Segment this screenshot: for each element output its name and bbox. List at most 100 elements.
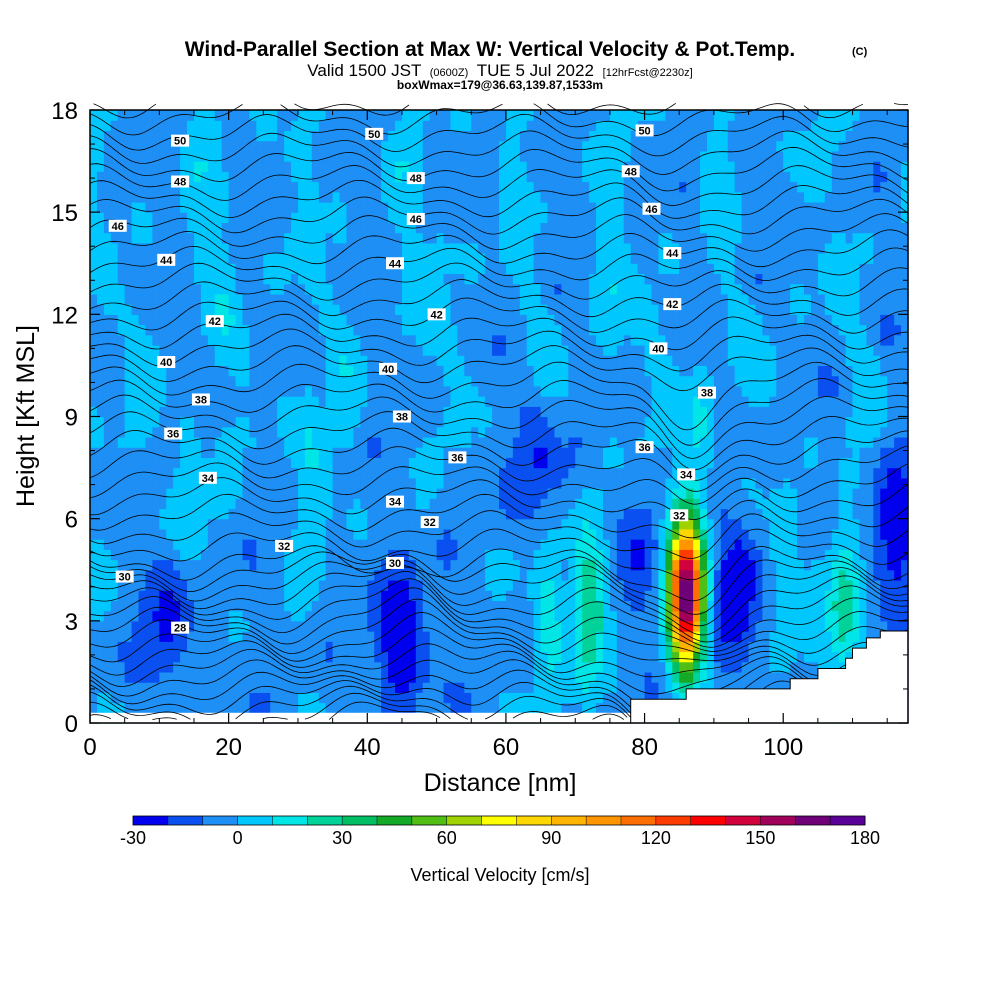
- velocity-cell: [450, 702, 458, 714]
- velocity-cell: [173, 304, 181, 315]
- velocity-cell: [311, 181, 320, 193]
- velocity-cell: [207, 304, 216, 315]
- velocity-cell: [568, 161, 576, 172]
- velocity-cell: [291, 641, 299, 653]
- velocity-cell: [478, 426, 486, 438]
- velocity-cell: [609, 334, 618, 346]
- velocity-cell: [145, 518, 153, 530]
- velocity-cell: [554, 253, 562, 264]
- velocity-cell: [360, 426, 368, 438]
- velocity-cell: [429, 498, 438, 510]
- velocity-cell: [200, 120, 209, 132]
- velocity-cell: [401, 426, 410, 438]
- velocity-cell: [131, 365, 140, 377]
- velocity-cell: [117, 355, 126, 367]
- velocity-cell: [596, 406, 604, 418]
- velocity-cell: [422, 590, 431, 601]
- velocity-cell: [492, 671, 500, 683]
- velocity-cell: [422, 324, 431, 336]
- velocity-cell: [138, 651, 147, 663]
- velocity-cell: [575, 150, 583, 162]
- velocity-cell: [616, 620, 625, 632]
- velocity-cell: [159, 426, 167, 438]
- velocity-cell: [582, 171, 590, 183]
- velocity-cell: [291, 539, 299, 550]
- velocity-cell: [381, 396, 389, 407]
- velocity-cell: [450, 518, 458, 530]
- velocity-cell: [658, 283, 666, 295]
- velocity-cell: [367, 447, 375, 458]
- velocity-cell: [616, 385, 625, 397]
- velocity-cell: [575, 304, 583, 315]
- velocity-cell: [339, 488, 348, 499]
- velocity-cell: [187, 171, 195, 183]
- velocity-cell: [131, 447, 140, 458]
- velocity-cell: [547, 375, 556, 387]
- velocity-cell: [242, 590, 251, 601]
- velocity-cell: [187, 569, 195, 581]
- velocity-cell: [249, 212, 257, 223]
- velocity-cell: [207, 334, 216, 346]
- velocity-cell: [395, 651, 403, 663]
- velocity-cell: [374, 651, 382, 663]
- velocity-cell: [464, 150, 472, 162]
- velocity-cell: [436, 426, 445, 438]
- velocity-cell: [374, 600, 382, 612]
- velocity-cell: [159, 314, 167, 326]
- velocity-cell: [332, 150, 341, 162]
- velocity-cell: [367, 610, 375, 622]
- velocity-cell: [381, 222, 389, 234]
- velocity-cell: [193, 110, 202, 121]
- velocity-cell: [180, 263, 188, 275]
- velocity-cell: [505, 528, 514, 540]
- velocity-cell: [471, 539, 479, 550]
- velocity-cell: [644, 539, 653, 550]
- velocity-cell: [159, 518, 167, 530]
- velocity-cell: [492, 130, 500, 142]
- velocity-cell: [187, 355, 195, 367]
- velocity-cell: [492, 293, 500, 305]
- velocity-cell: [540, 539, 549, 550]
- velocity-cell: [443, 334, 452, 346]
- velocity-cell: [457, 344, 465, 356]
- velocity-cell: [367, 212, 375, 223]
- velocity-cell: [401, 436, 410, 448]
- velocity-cell: [200, 355, 209, 367]
- velocity-cell: [499, 355, 507, 367]
- velocity-cell: [284, 222, 292, 234]
- velocity-cell: [519, 579, 528, 591]
- velocity-cell: [360, 559, 368, 571]
- velocity-cell: [651, 365, 660, 377]
- velocity-cell: [388, 416, 396, 428]
- velocity-cell: [138, 232, 147, 244]
- velocity-cell: [596, 671, 604, 683]
- velocity-cell: [166, 304, 174, 315]
- velocity-cell: [519, 212, 528, 223]
- velocity-cell: [464, 631, 472, 642]
- velocity-cell: [415, 232, 424, 244]
- velocity-cell: [422, 171, 431, 183]
- velocity-cell: [166, 406, 174, 418]
- velocity-cell: [110, 559, 119, 571]
- velocity-cell: [193, 212, 202, 223]
- velocity-cell: [284, 283, 292, 295]
- velocity-cell: [464, 304, 472, 315]
- velocity-cell: [311, 579, 320, 591]
- velocity-cell: [602, 232, 611, 244]
- velocity-cell: [575, 590, 583, 601]
- velocity-cell: [395, 150, 403, 162]
- velocity-cell: [374, 253, 382, 264]
- velocity-cell: [429, 120, 438, 132]
- velocity-cell: [346, 590, 355, 601]
- velocity-cell: [471, 416, 479, 428]
- velocity-cell: [256, 406, 264, 418]
- velocity-cell: [401, 375, 410, 387]
- velocity-cell: [235, 161, 244, 172]
- velocity-cell: [415, 334, 424, 346]
- velocity-cell: [131, 406, 140, 418]
- velocity-cell: [242, 508, 251, 520]
- velocity-cell: [207, 518, 216, 530]
- velocity-cell: [415, 508, 424, 520]
- velocity-cell: [270, 120, 278, 132]
- velocity-cell: [630, 334, 639, 346]
